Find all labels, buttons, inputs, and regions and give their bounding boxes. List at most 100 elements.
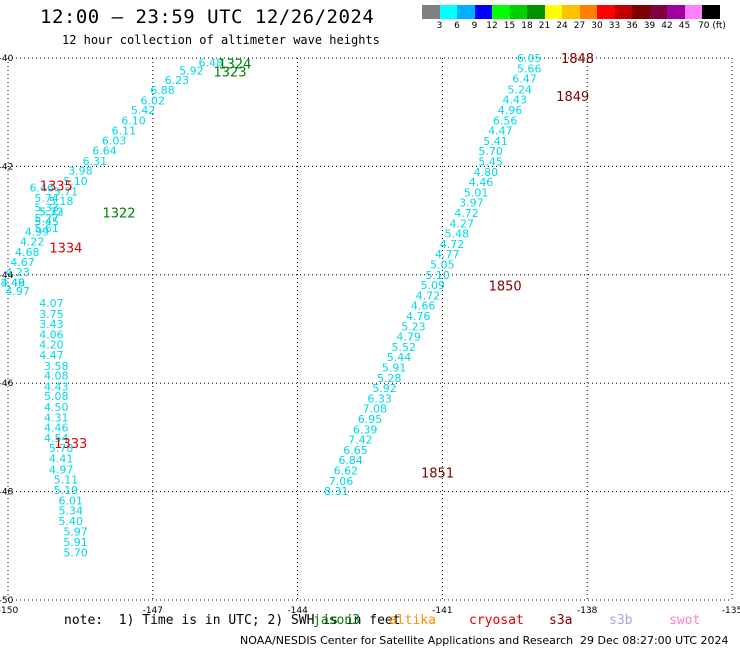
wave-height-value: 4.43 — [503, 94, 528, 107]
colorbar-label: 39 — [643, 21, 656, 31]
pass-label: 1848 — [561, 52, 594, 67]
wave-height-value: 6.33 — [367, 392, 392, 405]
wave-height-value: 4.47 — [488, 125, 513, 138]
wave-height-value: 5.18 — [49, 195, 74, 208]
x-tick-label: -141 — [432, 606, 452, 616]
legend-item-jason3: jason3 — [313, 613, 360, 628]
pass-label: 1323 — [213, 66, 246, 81]
colorbar-swatch — [527, 5, 545, 19]
colorbar-label: 6 — [454, 21, 460, 31]
wave-height-value: 5.45 — [478, 156, 503, 169]
wave-height-value: 5.23 — [401, 320, 426, 333]
wave-height-value: 4.97 — [5, 285, 30, 298]
colorbar-swatch — [597, 5, 615, 19]
wave-height-value: 6.03 — [102, 134, 127, 147]
wave-height-value: 6.02 — [141, 94, 166, 107]
colorbar-label: 70 (ft) — [698, 21, 726, 31]
wave-height-value: 5.92 — [179, 64, 204, 77]
pass-label: 1324 — [218, 57, 251, 72]
wave-height-value: 7.06 — [329, 475, 354, 488]
x-tick-label: -147 — [143, 606, 163, 616]
wave-height-value: 4.46 — [469, 176, 494, 189]
wave-height-value: 4.77 — [435, 248, 460, 261]
colorbar-swatch — [649, 5, 667, 19]
wave-height-value: 5.11 — [54, 474, 79, 487]
wave-height-value: 4.68 — [15, 246, 40, 259]
wave-height-value: 5.19 — [54, 484, 79, 497]
wave-height-value: 4.43 — [44, 380, 69, 393]
colorbar-swatch — [422, 5, 440, 19]
wave-height-value: 6.95 — [358, 413, 383, 426]
wave-height-value: 5.52 — [392, 341, 417, 354]
colorbar-label: 42 — [661, 21, 673, 31]
colorbar-swatches — [422, 5, 720, 19]
wave-height-value: 4.06 — [39, 328, 64, 341]
wave-height-value: 5.91 — [63, 536, 88, 549]
colorbar-label: 18 — [521, 21, 533, 31]
wave-height-value: 7.42 — [348, 434, 373, 447]
colorbar-swatch — [632, 5, 650, 19]
wave-height-value: 6.84 — [338, 454, 363, 467]
y-tick-label: -44 — [0, 271, 14, 281]
wave-height-value: 5.92 — [372, 382, 397, 395]
wave-height-value: 5.44 — [387, 351, 412, 364]
colorbar-label: 3 — [436, 21, 443, 31]
wave-height-value: 4.66 — [411, 300, 436, 313]
wave-height-value: 6.46 — [30, 182, 55, 195]
wave-height-value: 5.74 — [34, 192, 59, 205]
colorbar-label: 45 — [678, 21, 691, 31]
pass-label: 1335 — [40, 179, 73, 194]
wave-height-value: 5.24 — [507, 83, 532, 96]
pass-label: 1334 — [49, 242, 82, 257]
wave-height-value: 4.20 — [39, 339, 64, 352]
legend-item-swot: swot — [669, 613, 701, 628]
wave-height-value: 3.98 — [68, 165, 93, 178]
y-tick-label: -40 — [0, 54, 14, 64]
pass-label: 1333 — [54, 437, 87, 452]
x-tick-label: -135 — [722, 606, 740, 616]
wave-height-value: 6.01 — [58, 494, 83, 507]
wave-height-value: 5.32 — [39, 205, 64, 218]
wave-height-value: 6.88 — [150, 84, 175, 97]
y-tick-label: -48 — [0, 488, 14, 498]
colorbar-swatch — [474, 5, 492, 19]
wave-height-value: 5.78 — [49, 442, 74, 455]
legend-item-s3a: s3a — [549, 613, 573, 628]
y-tick-label: -50 — [0, 596, 14, 606]
wave-height-value: 4.31 — [44, 411, 69, 424]
x-tick-label: -150 — [0, 606, 18, 616]
wave-height-value: 5.27 — [34, 212, 59, 225]
colorbar-label: 33 — [608, 21, 621, 31]
wave-height-value: 5.40 — [58, 515, 83, 528]
x-tick-label: -138 — [577, 606, 598, 616]
wave-height-value: 6.10 — [121, 114, 146, 127]
wave-height-value: 4.27 — [449, 217, 474, 230]
wave-height-value: 4.41 — [49, 453, 74, 466]
colorbar-label: 27 — [573, 21, 586, 31]
colorbar-swatch — [492, 5, 510, 19]
wave-height-value: 4.49 — [1, 276, 26, 289]
x-tick-label: -144 — [287, 606, 308, 616]
wave-height-value: 6.23 — [165, 74, 190, 87]
wave-height-value: 6.64 — [92, 145, 117, 158]
pass-label: 1322 — [102, 206, 135, 221]
wave-height-value: 5.10 — [63, 175, 88, 188]
wave-height-value: 7.08 — [363, 403, 388, 416]
colorbar-label: 24 — [556, 21, 568, 31]
wave-height-value: 4.22 — [20, 236, 45, 249]
y-tick-label: -42 — [0, 162, 13, 172]
colorbar-swatch — [702, 5, 720, 19]
pass-label: 1849 — [556, 90, 589, 105]
wave-height-value: 4.54 — [44, 432, 69, 445]
wave-height-value: 4.72 — [454, 207, 479, 220]
chart-title: 12:00 – 23:59 UTC 12/26/2024 — [40, 6, 375, 28]
wave-height-value: 4.72 — [440, 238, 465, 251]
wave-height-value: 6.62 — [334, 464, 359, 477]
wave-height-value: 5.28 — [377, 372, 402, 385]
colorbar-swatch — [457, 5, 475, 19]
colorbar-label: 36 — [626, 21, 638, 31]
wave-height-value: 5.66 — [517, 62, 542, 75]
units-note: note: 1) Time is in UTC; 2) SWH is in fe… — [64, 613, 401, 628]
wave-height-value: 4.96 — [498, 104, 523, 117]
